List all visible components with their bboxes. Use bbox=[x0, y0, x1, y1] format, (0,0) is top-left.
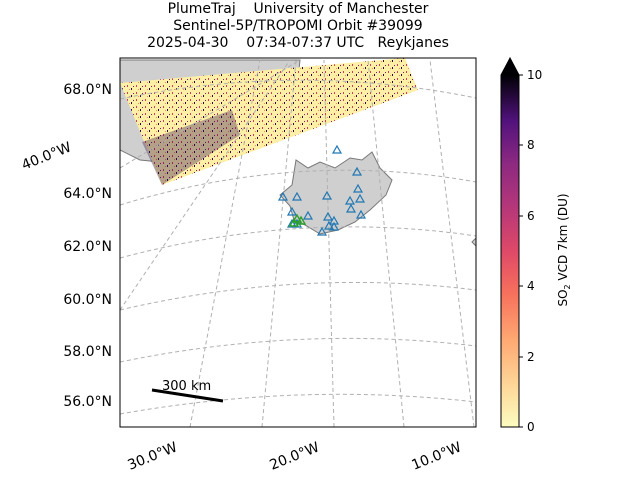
parallel-64n bbox=[120, 169, 476, 206]
volcano-marker bbox=[322, 211, 334, 221]
volcano-marker bbox=[291, 191, 303, 201]
map-frame bbox=[119, 57, 477, 428]
lon-label: 30.0°W bbox=[126, 439, 180, 473]
active-volcano-markers bbox=[288, 213, 307, 227]
so2-swath-dense bbox=[142, 110, 240, 185]
parallels bbox=[120, 79, 476, 415]
parallel-62n bbox=[120, 226, 476, 259]
colorbar-label: SO2 VCD 7km (DU) bbox=[556, 193, 572, 306]
colorbar-tick-label: 8 bbox=[527, 138, 535, 152]
colorbar-tick-label: 6 bbox=[527, 209, 535, 223]
active-volcano-marker bbox=[288, 217, 300, 227]
colorbar-tick-label: 0 bbox=[527, 420, 535, 434]
plot-title-line-2: Sentinel-5P/TROPOMI Orbit #39099 bbox=[173, 18, 423, 34]
lat-label: 64.0°N bbox=[63, 186, 112, 202]
lon-label: 20.0°W bbox=[268, 439, 322, 473]
colorbar-gradient bbox=[501, 75, 519, 427]
active-volcano-marker bbox=[295, 215, 307, 225]
lon-label: 10.0°W bbox=[410, 439, 464, 473]
lat-label: 60.0°N bbox=[63, 292, 112, 308]
volcano-marker bbox=[345, 203, 357, 213]
meridian-35w bbox=[120, 59, 291, 311]
volcano-marker bbox=[344, 195, 356, 205]
colorbar: 0 2 4 6 8 10 SO2 VCD 7km (DU) bbox=[500, 56, 572, 434]
colorbar-extend-arrow bbox=[501, 58, 519, 75]
volcano-marker bbox=[302, 210, 314, 220]
meridian-20w bbox=[323, 59, 335, 427]
plot-title-line-3: 2025-04-30 07:34-07:37 UTC Reykjanes bbox=[147, 35, 449, 51]
meridian-25w bbox=[261, 59, 297, 427]
so2-swath bbox=[120, 58, 418, 185]
colorbar-tick-labels: 0 2 4 6 8 10 bbox=[527, 68, 542, 434]
volcano-markers bbox=[277, 144, 367, 236]
colorbar-tick-label: 2 bbox=[527, 350, 535, 364]
lat-label: 62.0°N bbox=[63, 239, 112, 255]
parallel-68n bbox=[120, 79, 476, 100]
volcano-marker bbox=[355, 209, 367, 219]
meridians bbox=[120, 59, 475, 427]
meridian-15w bbox=[367, 59, 405, 427]
lat-label: 56.0°N bbox=[63, 394, 112, 410]
scale-bar-label: 300 km bbox=[162, 379, 211, 394]
parallel-60n bbox=[120, 281, 476, 311]
volcano-marker bbox=[316, 226, 328, 236]
latitude-labels: 68.0°N 64.0°N 62.0°N 60.0°N 58.0°N 56.0°… bbox=[63, 82, 112, 410]
map-area: 300 km bbox=[120, 58, 476, 427]
volcano-marker bbox=[352, 183, 364, 193]
volcano-marker bbox=[286, 206, 298, 216]
colorbar-ticks bbox=[519, 74, 523, 428]
volcano-marker bbox=[354, 193, 366, 203]
lat-label: 58.0°N bbox=[63, 344, 112, 360]
plot-title-line-1: PlumeTraj University of Manchester bbox=[167, 1, 429, 17]
active-volcano-marker bbox=[291, 213, 303, 223]
norway-fragment bbox=[471, 237, 476, 247]
longitude-labels: 30.0°W 20.0°W 10.0°W bbox=[126, 439, 464, 473]
iceland-land bbox=[279, 151, 393, 235]
parallel-56n bbox=[120, 393, 476, 415]
volcano-marker bbox=[277, 191, 289, 201]
colorbar-tick-label: 4 bbox=[527, 279, 535, 293]
lat-label: 68.0°N bbox=[63, 82, 112, 98]
parallel-58n bbox=[120, 337, 476, 363]
meridian-30w bbox=[189, 59, 261, 427]
volcano-marker bbox=[286, 218, 298, 228]
scale-bar bbox=[151, 388, 224, 403]
volcano-marker bbox=[351, 166, 363, 176]
volcano-marker bbox=[323, 220, 335, 230]
volcano-marker bbox=[328, 221, 340, 231]
colorbar-tick-label: 10 bbox=[527, 68, 542, 82]
lon-label-left: 40.0°W bbox=[20, 139, 74, 173]
volcano-marker bbox=[331, 144, 343, 154]
meridian-10w bbox=[429, 59, 475, 427]
volcano-marker bbox=[321, 190, 333, 200]
